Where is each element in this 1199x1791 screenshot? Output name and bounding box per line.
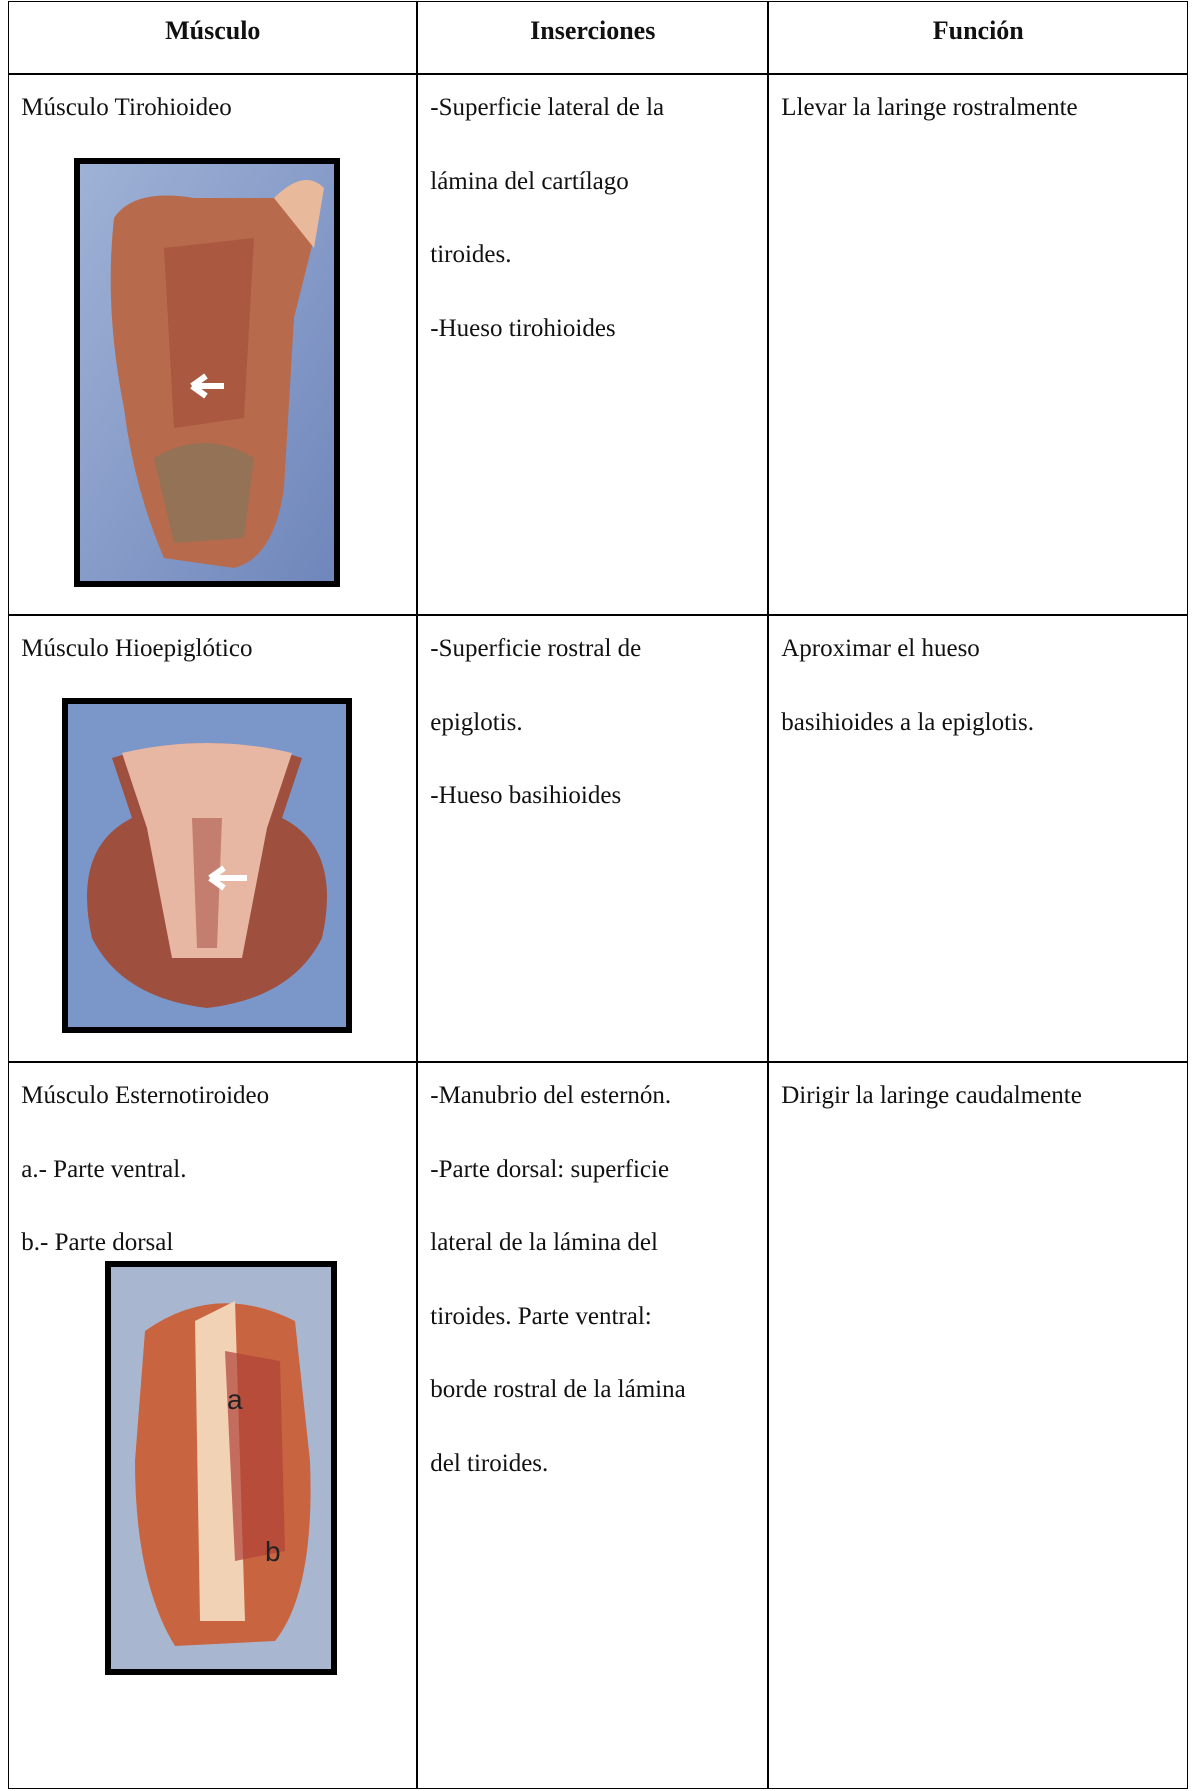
text-line: basihioides a la epiglotis.: [781, 708, 1034, 736]
text-line: -Superficie lateral de la: [430, 94, 665, 122]
table-cell: -Superficie lateral de la lámina del cart…: [417, 74, 769, 616]
text-line: lateral de la lámina del: [430, 1229, 658, 1257]
table-cell: Aproximar el hueso basihioides a la epigl…: [768, 615, 1189, 1063]
text-line: Músculo Tirohioideo: [21, 94, 232, 122]
text-line: Aproximar el hueso: [781, 635, 980, 663]
photo-tirohioideo: [74, 158, 340, 587]
text-line: tiroides. Parte ventral:: [430, 1302, 652, 1330]
text-line: b.- Parte dorsal: [21, 1229, 174, 1257]
text-line: Músculo Esternotiroideo: [21, 1082, 270, 1110]
table-cell: Músculo Hioepiglótico: [8, 615, 418, 1063]
text-line: a.- Parte ventral.: [21, 1155, 187, 1183]
image-label: b: [265, 1536, 281, 1567]
header-cell: Músculo: [8, 1, 418, 75]
table-cell: Músculo Esternotiroideo a.- Parte ventral…: [8, 1062, 418, 1790]
text-line: borde rostral de la lámina: [430, 1376, 686, 1404]
text-line: -Parte dorsal: superficie: [430, 1155, 670, 1183]
text-line: Músculo Hioepiglótico: [21, 635, 253, 663]
photo-hioepiglotico: [62, 698, 352, 1033]
table-cell: -Manubrio del esternón. -Parte dorsal: su…: [417, 1062, 769, 1790]
image-label: a: [227, 1384, 243, 1415]
table-cell: -Superficie rostral de epiglotis. -Hueso b…: [417, 615, 769, 1063]
table-cell: Músculo Tirohioideo: [8, 74, 418, 616]
header-cell: Inserciones: [417, 1, 769, 75]
photo-esternotiroideo: a b: [105, 1261, 337, 1675]
text-line: -Superficie rostral de: [430, 635, 642, 663]
table-cell: Llevar la laringe rostralmente: [768, 74, 1189, 616]
text-line: -Hueso basihioides: [430, 782, 622, 810]
text-line: Llevar la laringe rostralmente: [781, 94, 1078, 122]
text-line: Dirigir la laringe caudalmente: [781, 1082, 1082, 1110]
text-line: del tiroides.: [430, 1449, 549, 1477]
text-line: -Manubrio del esternón.: [430, 1082, 672, 1110]
header-cell: Función: [768, 1, 1189, 75]
text-line: -Hueso tirohioides: [430, 314, 616, 342]
text-line: tiroides.: [430, 241, 512, 269]
text-line: epiglotis.: [430, 708, 523, 736]
text-line: lámina del cartílago: [430, 167, 629, 195]
table-cell: Dirigir la laringe caudalmente: [768, 1062, 1189, 1790]
